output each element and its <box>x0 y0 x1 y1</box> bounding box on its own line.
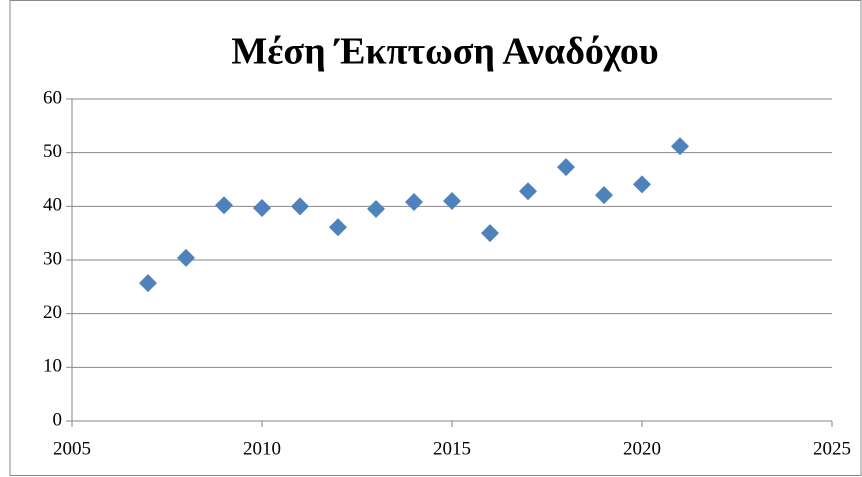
point <box>671 137 689 156</box>
chart-border <box>9 0 862 476</box>
x-tick-label: 2020 <box>623 438 661 459</box>
x-tick-label: 2025 <box>813 438 851 459</box>
point <box>481 224 499 243</box>
y-tick-label: 10 <box>43 356 62 377</box>
y-tick-label: 20 <box>43 302 62 323</box>
y-tick-label: 40 <box>43 195 62 216</box>
point <box>557 158 575 177</box>
x-tick-label: 2010 <box>243 438 281 459</box>
point <box>633 175 651 194</box>
y-tick-label: 0 <box>53 409 63 430</box>
y-tick-label: 60 <box>43 87 62 108</box>
point <box>405 193 423 212</box>
x-tick-label: 2015 <box>433 438 471 459</box>
point <box>139 274 157 293</box>
point <box>215 196 233 215</box>
y-tick-label: 50 <box>43 141 62 162</box>
point <box>595 186 613 205</box>
point <box>443 191 461 210</box>
point <box>253 198 271 217</box>
x-tick-label: 2005 <box>53 438 91 459</box>
point <box>519 182 537 201</box>
point <box>329 218 347 237</box>
point <box>291 197 309 216</box>
point <box>367 200 385 219</box>
chart-title: Μέση Έκπτωση Αναδόχου <box>231 31 658 73</box>
y-tick-label: 30 <box>43 248 62 269</box>
point <box>177 248 195 267</box>
